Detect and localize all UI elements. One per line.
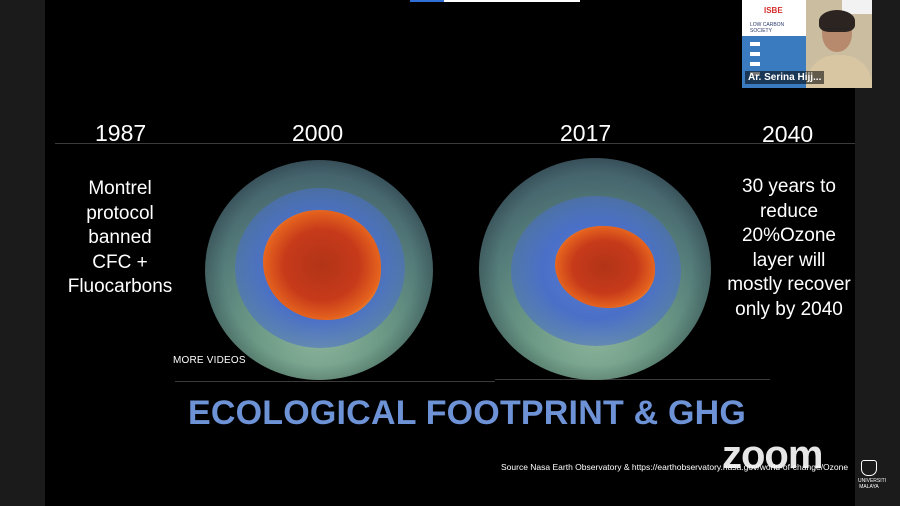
note-line: only by 2040 xyxy=(735,298,843,320)
year-label-2000: 2000 xyxy=(292,120,344,146)
source-citation: Source Nasa Earth Observatory & https://… xyxy=(501,462,849,472)
slide-divider xyxy=(175,381,495,382)
note-line: reduce xyxy=(759,200,819,222)
protocol-note: Montrel protocol banned CFC + Fluocarbon… xyxy=(50,177,190,300)
university-logo: UNIVERSITI MALAYA xyxy=(858,460,886,500)
slide-divider xyxy=(495,379,770,380)
note-line: mostly recover xyxy=(727,274,851,295)
slide-headline: ECOLOGICAL FOOTPRINT & GHG xyxy=(188,394,747,432)
ozone-globe-2017 xyxy=(479,158,711,380)
note-line: protocol xyxy=(86,202,154,224)
year-label-2040: 2040 xyxy=(762,121,814,147)
participant-video-tile[interactable]: ISBE LOW CARBON SOCIETY Ar. Serina Hijj.… xyxy=(742,0,872,88)
shared-screen xyxy=(45,0,855,506)
note-line: layer will xyxy=(752,249,826,271)
note-line: CFC + xyxy=(92,251,148,273)
slide-divider xyxy=(55,143,855,144)
participant-hair xyxy=(819,10,855,32)
zoom-logo: zoom xyxy=(722,433,823,477)
participant-name: Ar. Serina Hijj... xyxy=(745,71,825,84)
glasses-icon xyxy=(825,28,849,35)
share-progress-bar xyxy=(410,0,580,2)
year-label-1987: 1987 xyxy=(95,120,147,146)
note-line: banned xyxy=(88,227,152,248)
crest-icon xyxy=(861,460,877,476)
year-label-2017: 2017 xyxy=(560,120,612,146)
note-line: Montrel xyxy=(88,178,152,199)
ozone-globe-2000 xyxy=(205,160,433,380)
recovery-note: 30 years to reduce 20%Ozone layer will m… xyxy=(720,175,858,322)
note-line: 20%Ozone xyxy=(741,225,836,246)
backdrop-banner xyxy=(842,0,872,14)
note-line: Fluocarbons xyxy=(67,276,173,297)
note-line: 30 years to xyxy=(742,176,836,197)
more-videos-link[interactable]: MORE VIDEOS xyxy=(173,355,246,366)
